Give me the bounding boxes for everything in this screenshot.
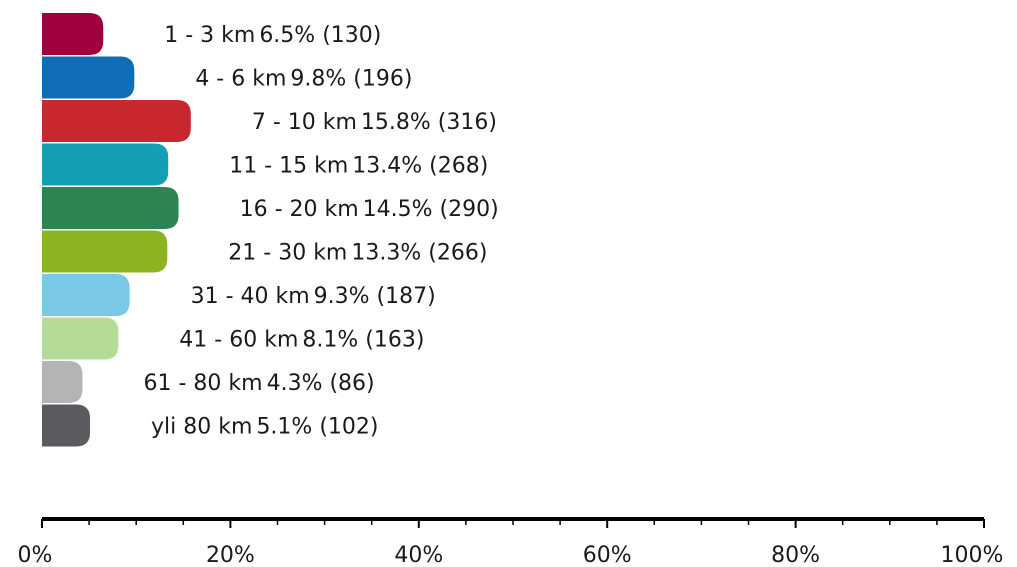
bar-2 bbox=[42, 100, 191, 142]
bar-3 bbox=[42, 143, 169, 186]
value-label-1: 9.8% (196) bbox=[290, 67, 412, 92]
bar-label-8: 61 - 80 km 4.3% (86) bbox=[144, 371, 375, 396]
bar-5 bbox=[42, 230, 168, 273]
bar-label-2: 7 - 10 km 15.8% (316) bbox=[252, 110, 497, 135]
x-tick-label-0: 0% bbox=[18, 543, 53, 567]
value-label-0: 6.5% (130) bbox=[259, 23, 381, 48]
bar-4 bbox=[42, 187, 179, 229]
category-label-1: 4 - 6 km bbox=[195, 67, 286, 92]
bar-8 bbox=[42, 361, 83, 403]
value-label-9: 5.1% (102) bbox=[256, 415, 378, 440]
x-axis: 0% 20% 40% 60% 80% 100% bbox=[18, 517, 1004, 567]
bar-labels-group: 1 - 3 km 6.5% (130) 4 - 6 km 9.8% (196) 7 - … bbox=[144, 23, 499, 440]
bar-label-4: 16 - 20 km 14.5% (290) bbox=[240, 197, 499, 222]
bar-label-1: 4 - 6 km 9.8% (196) bbox=[195, 67, 412, 92]
category-label-5: 21 - 30 km bbox=[228, 241, 347, 266]
x-tick-label-4: 80% bbox=[771, 543, 820, 567]
x-tick-label-1: 20% bbox=[206, 543, 255, 567]
bar-label-5: 21 - 30 km 13.3% (266) bbox=[228, 241, 487, 266]
category-label-7: 41 - 60 km bbox=[179, 328, 298, 353]
bar-7 bbox=[42, 317, 119, 360]
bars-group bbox=[42, 13, 191, 447]
x-tick-label-3: 60% bbox=[583, 543, 632, 567]
bar-1 bbox=[42, 56, 135, 99]
bar-label-7: 41 - 60 km 8.1% (163) bbox=[179, 328, 424, 353]
category-label-3: 11 - 15 km bbox=[229, 154, 348, 179]
bar-6 bbox=[42, 274, 130, 316]
value-label-6: 9.3% (187) bbox=[314, 284, 436, 309]
bar-label-9: yli 80 km 5.1% (102) bbox=[151, 415, 378, 440]
bar-label-0: 1 - 3 km 6.5% (130) bbox=[164, 23, 381, 48]
value-label-5: 13.3% (266) bbox=[351, 241, 487, 266]
bar-label-6: 31 - 40 km 9.3% (187) bbox=[191, 284, 436, 309]
bar-label-3: 11 - 15 km 13.4% (268) bbox=[229, 154, 488, 179]
value-label-3: 13.4% (268) bbox=[352, 154, 488, 179]
value-label-4: 14.5% (290) bbox=[363, 197, 499, 222]
x-tick-label-2: 40% bbox=[394, 543, 443, 567]
category-label-9: yli 80 km bbox=[151, 415, 252, 440]
category-label-0: 1 - 3 km bbox=[164, 23, 255, 48]
bar-0 bbox=[42, 13, 104, 55]
value-label-7: 8.1% (163) bbox=[302, 328, 424, 353]
category-label-6: 31 - 40 km bbox=[191, 284, 310, 309]
x-tick-label-5: 100% bbox=[941, 543, 1004, 567]
category-label-8: 61 - 80 km bbox=[144, 371, 263, 396]
category-label-2: 7 - 10 km bbox=[252, 110, 357, 135]
bar-9 bbox=[42, 404, 91, 447]
value-label-8: 4.3% (86) bbox=[267, 371, 375, 396]
value-label-2: 15.8% (316) bbox=[361, 110, 497, 135]
category-label-4: 16 - 20 km bbox=[240, 197, 359, 222]
